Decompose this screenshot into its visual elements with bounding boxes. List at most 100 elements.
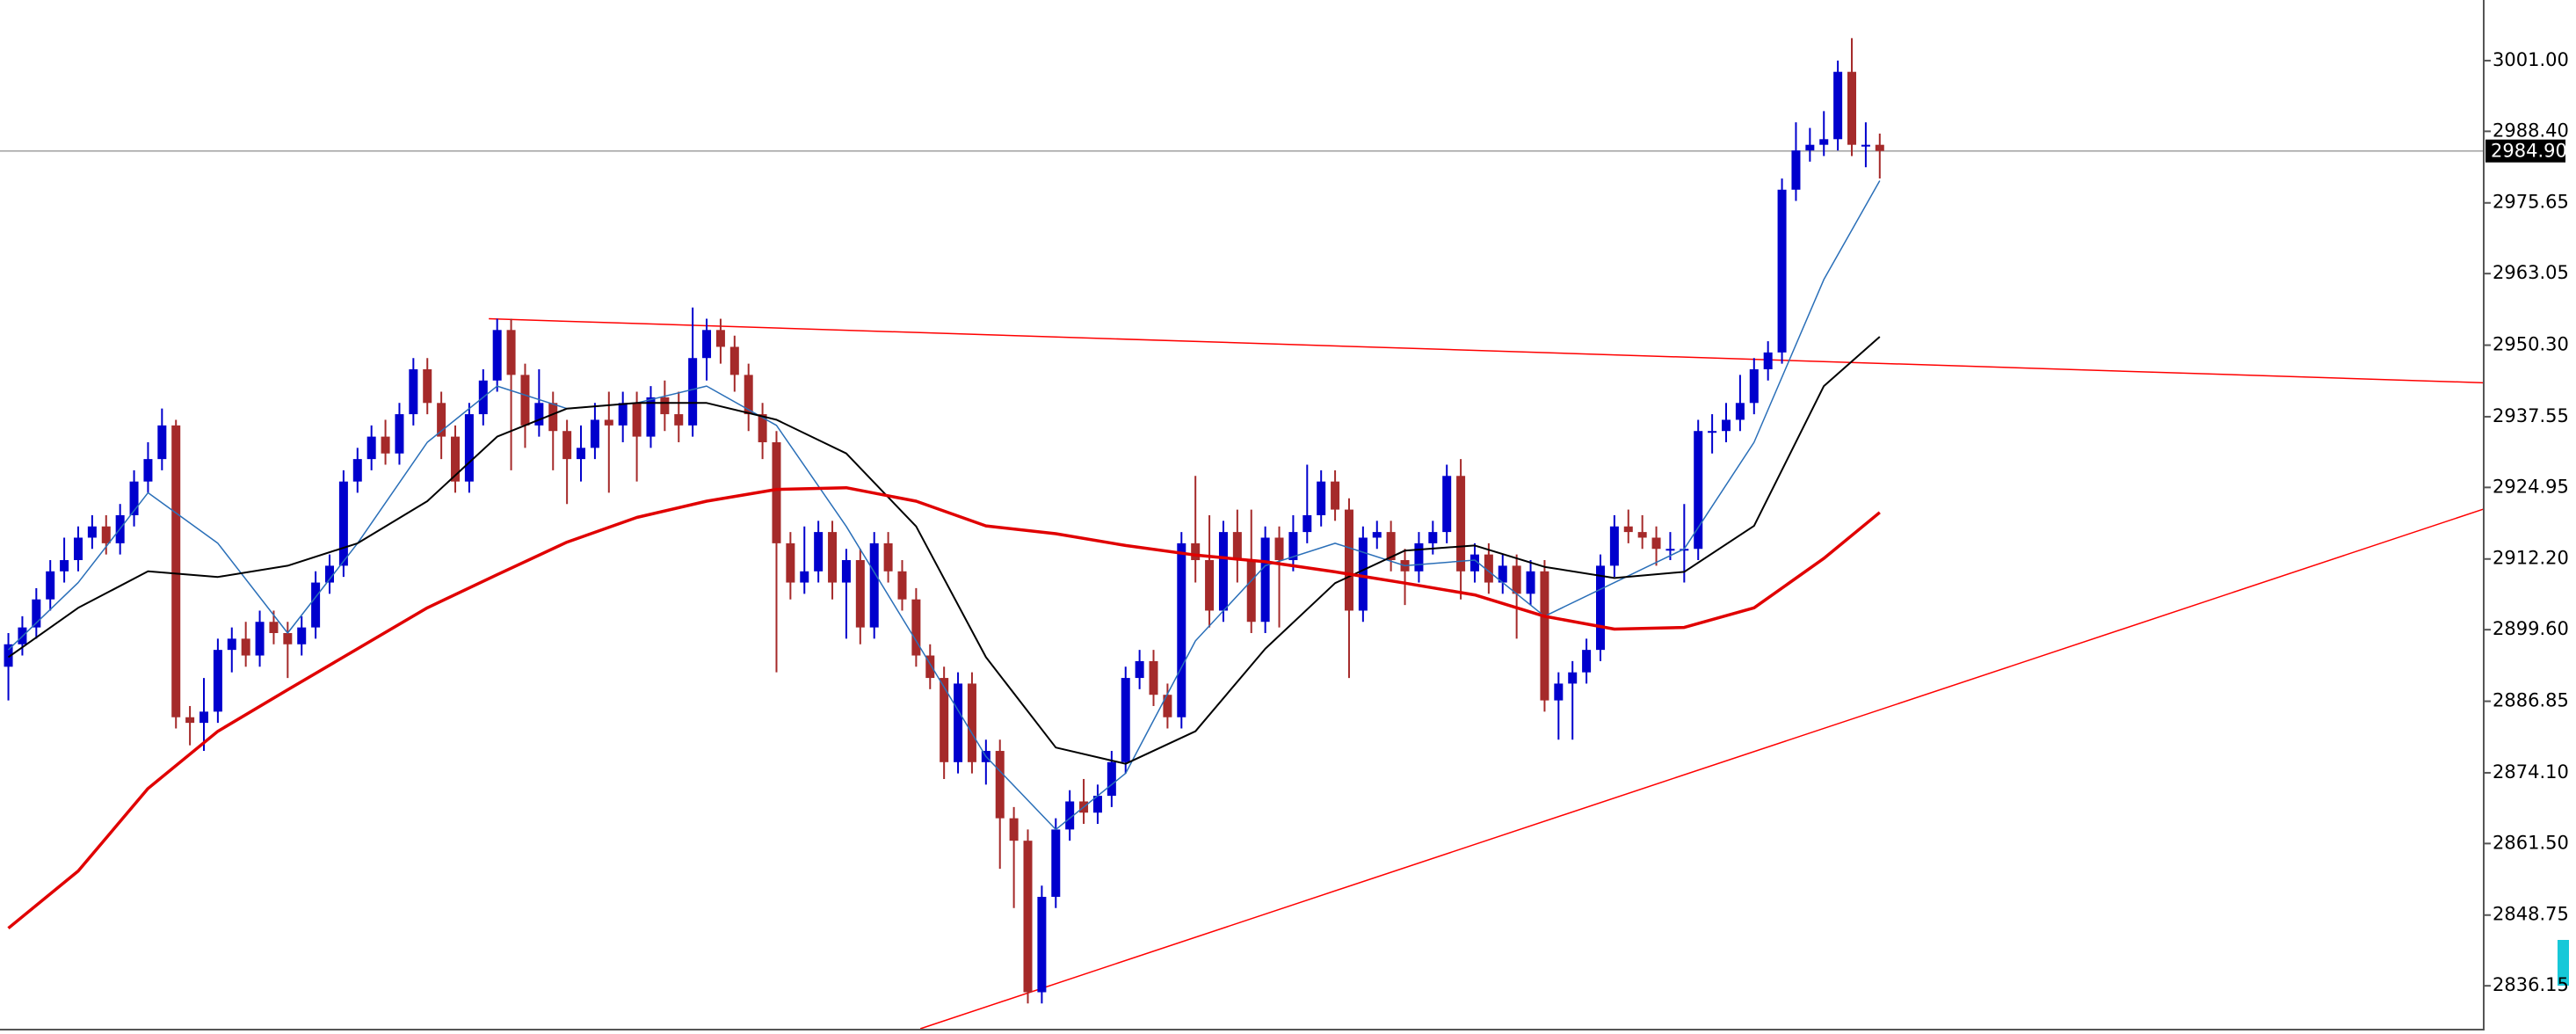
candle-body [1875,144,1884,151]
candle-body [1469,554,1479,572]
candle-body [1246,560,1256,623]
candle-body [1540,571,1549,701]
candle-body [1260,537,1270,623]
candle-body [1554,683,1564,701]
candle-body [632,403,642,437]
candle-body [688,358,698,426]
y-tick-label: 2963.05 [2493,262,2569,283]
candle-body [758,414,767,442]
candle-body [814,532,824,572]
candle-body [1344,509,1353,611]
candle-body [227,638,236,651]
candle-body [199,711,208,724]
y-tick-label: 2912.20 [2493,548,2569,569]
candle-body [562,431,572,460]
candle-body [1791,150,1801,190]
candle-body [674,414,684,426]
candle-body [786,542,795,583]
candle-body [87,526,97,538]
candle-body [297,627,307,644]
candle-body [1358,537,1368,611]
candle-body [577,448,586,460]
candle-body [366,436,376,460]
candle-body [646,397,656,437]
candle-body [1288,532,1298,561]
candle-body [451,436,461,482]
candle-body [1065,801,1075,830]
candle-body [1582,650,1592,673]
candle-body [1191,542,1201,561]
candle-body [311,582,321,628]
candle-body [381,436,390,454]
candle-body [1735,403,1745,420]
candle-body [940,678,949,762]
last-price-label: 2984.90 [2491,141,2567,162]
candle-body [1428,532,1438,543]
last-price-tag [2485,139,2565,163]
candle-body [437,403,446,437]
candle-body [1512,565,1521,594]
candle-body [213,650,222,712]
candle-body [897,571,907,600]
candle-body [1749,369,1759,404]
y-tick-label: 2988.40 [2493,120,2569,141]
candle-body [828,532,838,583]
candle-body [1317,481,1326,515]
candle-body [1331,481,1340,510]
candle-body [1819,139,1829,145]
candle-body [1303,514,1312,533]
candle-body [1135,660,1144,679]
candle-body [590,419,599,448]
y-tick-label: 2886.85 [2493,690,2569,711]
candle-body [1205,560,1215,611]
candle-body [883,542,893,572]
candle-body [1651,537,1661,550]
candle-body [1498,565,1507,583]
candle-body [395,414,404,454]
candle-body [1149,660,1158,695]
candle-body [352,459,362,482]
candle-body [1009,818,1019,841]
candle-body [1833,71,1843,140]
candle-body [744,375,753,415]
candle-body [1708,431,1717,433]
candle-body [492,330,502,381]
moving-average-line [7,180,1881,831]
candle-body [1847,71,1857,145]
candle-body [869,542,879,628]
candle-body [1051,829,1061,897]
candle-body [1777,189,1787,353]
candle-body [185,717,195,724]
scroll-indicator [2558,940,2569,986]
candle-body [1694,431,1703,550]
candle-body [325,565,335,583]
candle-body [548,403,558,432]
y-tick-label: 2899.60 [2493,618,2569,639]
candle-body [1484,554,1493,583]
candle-body [1372,532,1382,538]
y-tick-label: 2874.10 [2493,761,2569,783]
candle-body [269,622,279,633]
candle-body [73,537,83,561]
candle-body [506,330,516,375]
candle-body [800,571,809,583]
candle-body [1805,144,1815,151]
moving-average-line [7,336,1881,765]
candle-body [1092,796,1102,813]
candle-body [60,560,69,572]
candle-body [1274,537,1284,561]
candle-body [338,481,348,566]
candle-body [1037,897,1047,993]
candle-body [1665,549,1675,551]
y-tick-label: 2924.95 [2493,476,2569,497]
candle-body [1861,144,1870,147]
moving-average-line [7,485,1881,930]
candle-body [1722,419,1731,432]
candle-body [464,414,474,482]
plot-area [0,38,2485,1030]
candle-body [604,419,613,426]
candle-body [4,644,13,667]
candle-body [1107,761,1116,797]
candle-body [855,560,865,628]
